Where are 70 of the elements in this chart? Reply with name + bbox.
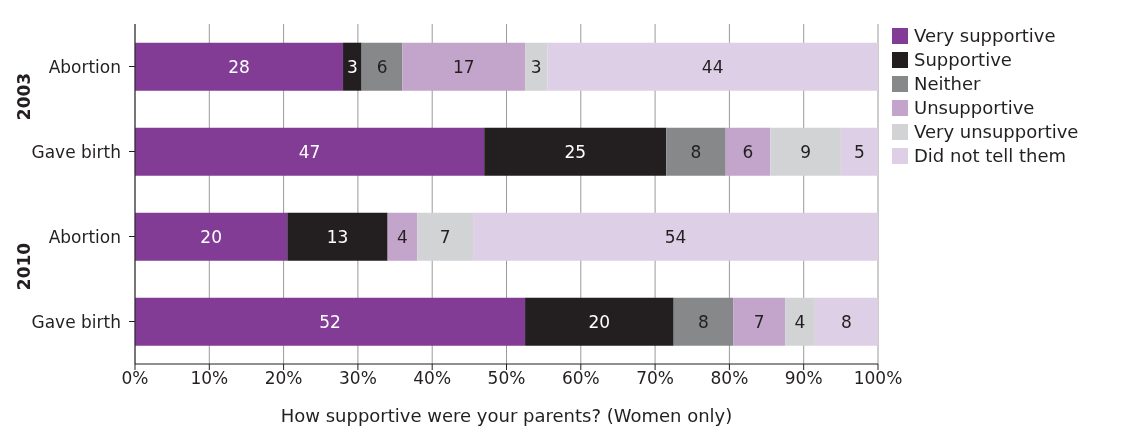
data-label: 13 [326, 226, 349, 247]
legend-label: Very supportive [914, 24, 1056, 48]
y-tick-label: Abortion [48, 226, 121, 247]
bar [770, 127, 841, 176]
data-label: 28 [228, 56, 250, 77]
data-label: 7 [439, 226, 451, 247]
bar [840, 127, 878, 176]
bar [814, 297, 878, 346]
bar [725, 127, 771, 176]
x-tick-label: 30% [339, 368, 377, 389]
data-label: 25 [564, 141, 587, 162]
data-label: 3 [530, 56, 542, 77]
data-label: 5 [854, 141, 865, 162]
legend-label: Supportive [914, 48, 1012, 72]
bar [785, 297, 815, 346]
bar [343, 42, 362, 91]
data-label: 44 [701, 56, 724, 77]
bar [135, 42, 344, 91]
bar [135, 297, 526, 346]
bar [417, 212, 474, 261]
x-axis-title: How supportive were your parents? (Women only) [280, 405, 733, 426]
legend-label: Did not tell them [914, 144, 1067, 168]
data-label: 7 [753, 311, 765, 332]
data-label: 4 [794, 311, 806, 332]
bar [287, 212, 388, 261]
data-label: 52 [319, 311, 341, 332]
data-label: 8 [697, 311, 709, 332]
bar [525, 42, 548, 91]
data-label: 9 [800, 141, 811, 162]
legend-label: Very unsupportive [914, 120, 1079, 144]
data-label: 47 [298, 141, 321, 162]
bar [473, 212, 878, 261]
data-label: 4 [397, 226, 408, 247]
data-label: 20 [588, 311, 611, 332]
text: 2003 [14, 72, 34, 121]
bar [666, 127, 726, 176]
x-tick-label: 70% [636, 368, 674, 389]
y-tick-label: Gave birth [31, 141, 121, 162]
x-tick-label: 0% [121, 368, 149, 389]
bar [361, 42, 403, 91]
data-label: 54 [664, 226, 687, 247]
data-label: 17 [452, 56, 475, 77]
data-label: 20 [200, 226, 222, 247]
bar [135, 212, 288, 261]
data-label: 6 [742, 141, 754, 162]
x-tick-label: 100% [853, 368, 903, 389]
bar [547, 42, 878, 91]
bar [733, 297, 786, 346]
text: 2010 [14, 242, 34, 291]
bar [135, 127, 485, 176]
x-tick-label: 80% [710, 368, 749, 389]
y-tick-label: Gave birth [31, 311, 121, 332]
y-tick-label: Abortion [48, 56, 121, 77]
data-label: 6 [376, 56, 388, 77]
x-tick-label: 20% [264, 368, 303, 389]
bar [673, 297, 734, 346]
data-label: 3 [346, 56, 358, 77]
legend-label: Unsupportive [914, 96, 1035, 120]
x-tick-label: 10% [190, 368, 229, 389]
x-tick-label: 40% [413, 368, 452, 389]
x-tick-label: 60% [561, 368, 600, 389]
data-label: 8 [841, 311, 852, 332]
bar [525, 297, 674, 346]
x-tick-label: 90% [784, 368, 823, 389]
bar [387, 212, 418, 261]
x-tick-label: 50% [487, 368, 526, 389]
legend-label: Neither [914, 72, 981, 96]
bar [402, 42, 526, 91]
data-label: 8 [690, 141, 702, 162]
bar [484, 127, 667, 176]
